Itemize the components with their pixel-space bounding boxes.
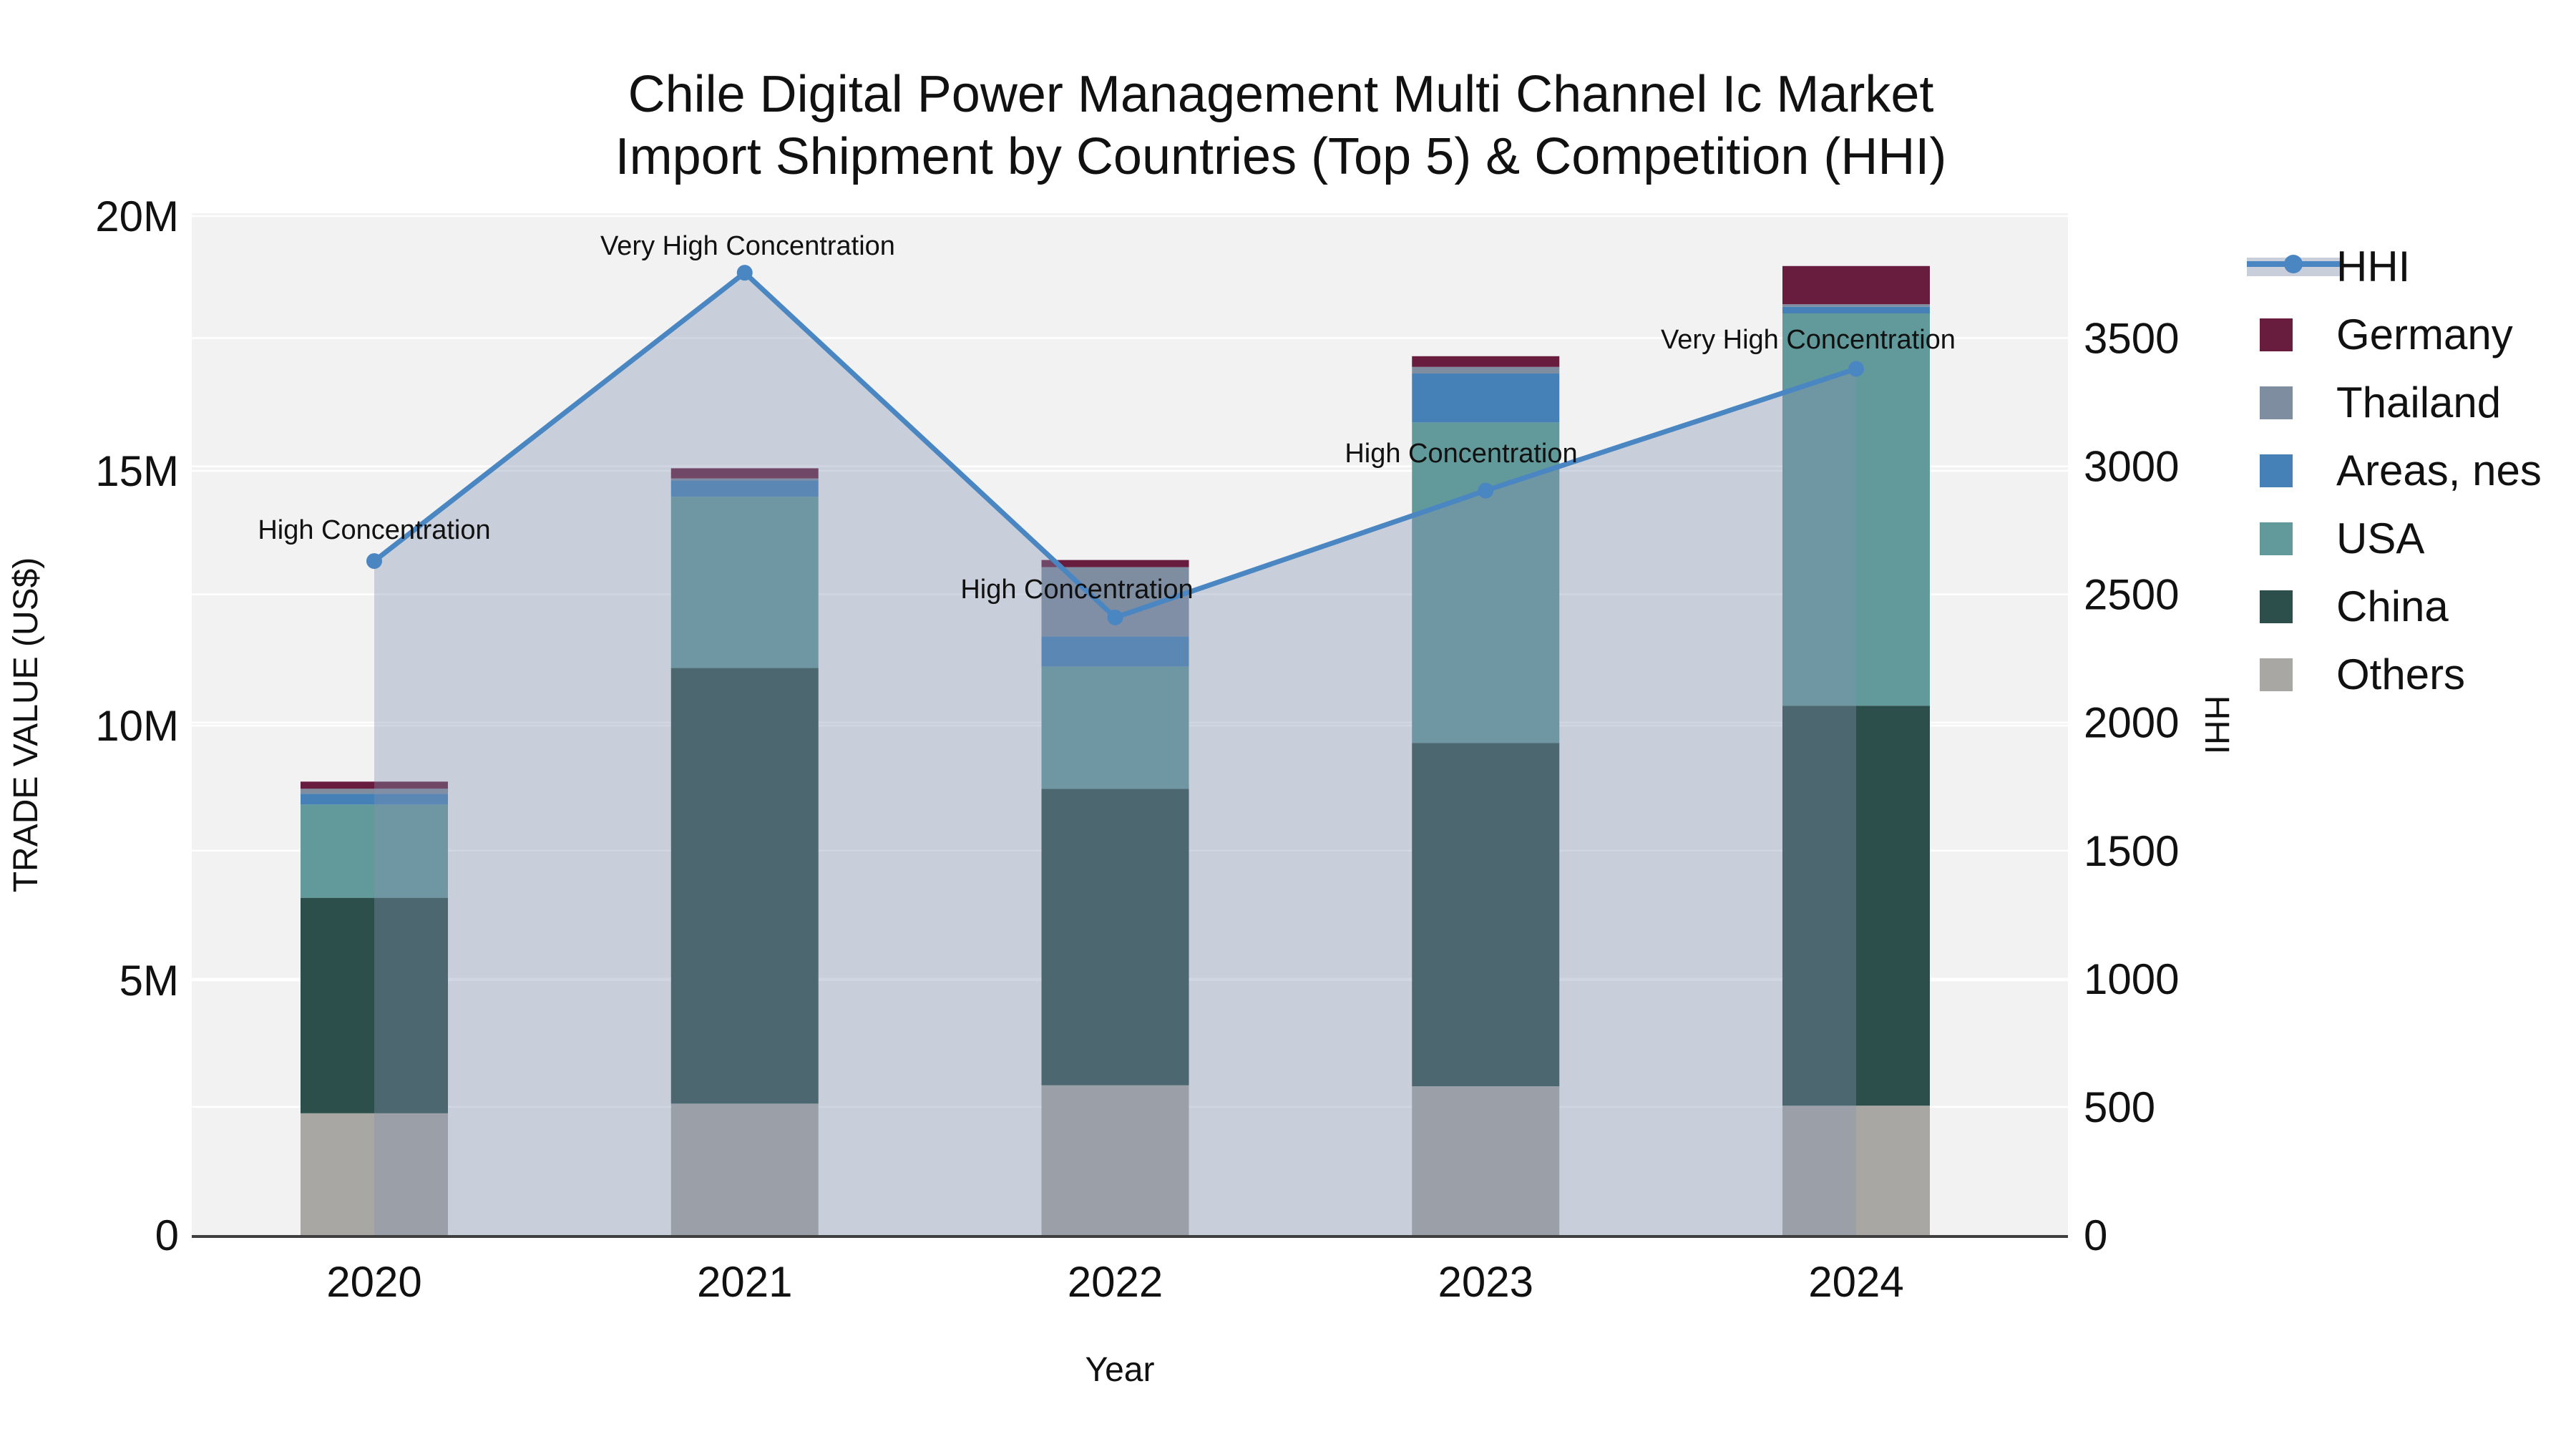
legend-label-germany: Germany [2336,311,2513,358]
bar-segment-2022-usa[interactable] [1041,666,1189,789]
legend-label-thailand: Thailand [2336,379,2501,426]
y-right-tick-500: 500 [2084,1083,2155,1131]
bar-segment-2024-others[interactable] [1782,1106,1930,1235]
annotation-2023: High Concentration [1345,439,1577,469]
y-right-tick-2000: 2000 [2084,699,2179,747]
x-axis-title: Year [1085,1351,1155,1389]
bar-segment-2024-germany[interactable] [1782,265,1930,305]
legend-item-thailand[interactable]: Thailand [2260,379,2501,426]
legend-item-hhi[interactable]: HHI [2247,243,2410,291]
legend-label-usa: USA [2336,514,2424,562]
bar-segment-2020-others[interactable] [301,1113,448,1235]
y-right-tick-3000: 3000 [2084,443,2179,491]
legend-item-others[interactable]: Others [2260,650,2465,698]
legend-label-china: China [2336,582,2449,630]
hhi-point-2021[interactable] [736,265,753,281]
y-right-tick-0: 0 [2084,1211,2107,1259]
y-left-tick-20M: 20M [95,192,179,240]
bar-segment-2020-germany[interactable] [301,781,448,789]
hhi-area-fill [374,273,1856,1235]
x-tick-2023: 2023 [1438,1258,1533,1306]
y-left-tick-15M: 15M [95,447,179,495]
legend-hhi-marker-icon [2284,255,2303,273]
bar-segment-2021-usa[interactable] [670,497,819,668]
legend-item-usa[interactable]: USA [2260,514,2424,562]
hhi-point-2024[interactable] [1848,361,1864,377]
y-right-tick-1000: 1000 [2084,955,2179,1003]
bar-segment-2023-thailand[interactable] [1412,366,1560,374]
y-right-axis-title: HHI [2197,696,2235,755]
chart-title-line1: Chile Digital Power Management Multi Cha… [628,66,1934,123]
bar-segment-2023-china[interactable] [1412,743,1560,1087]
x-tick-2021: 2021 [697,1258,792,1306]
y-left-tick-5M: 5M [119,957,179,1005]
hhi-point-2022[interactable] [1107,609,1123,625]
x-tick-2024: 2024 [1808,1258,1903,1306]
bar-segment-2020-areas--nes[interactable] [301,794,448,805]
annotation-2024: Very High Concentration [1661,325,1956,355]
legend-swatch-others-icon [2260,658,2293,691]
bar-segment-2024-china[interactable] [1782,706,1930,1106]
legend-item-china[interactable]: China [2260,582,2449,630]
bar-segment-2022-areas--nes[interactable] [1041,636,1189,667]
bar-segment-2023-others[interactable] [1412,1086,1560,1235]
bar-segment-2023-germany[interactable] [1412,356,1560,367]
legend-item-germany[interactable]: Germany [2260,311,2513,358]
annotation-2021: Very High Concentration [600,231,895,261]
bar-segment-2021-others[interactable] [670,1103,819,1235]
legend-label-hhi: HHI [2336,243,2410,291]
bar-segment-2021-china[interactable] [670,668,819,1104]
x-tick-2022: 2022 [1068,1258,1163,1306]
y-left-axis-title: TRADE VALUE (US$) [7,557,45,893]
bar-segment-2021-germany[interactable] [670,468,819,479]
bar-segment-2024-usa[interactable] [1782,313,1930,706]
bar-segment-2020-thailand[interactable] [301,789,448,794]
y-right-tick-2500: 2500 [2084,571,2179,619]
chart-title-line2: Import Shipment by Countries (Top 5) & C… [615,128,1947,185]
bar-segment-2020-usa[interactable] [301,804,448,898]
x-tick-2020: 2020 [326,1258,421,1306]
bar-segment-2021-thailand[interactable] [670,478,819,481]
annotation-2022: High Concentration [960,575,1193,605]
bar-segment-2021-areas--nes[interactable] [670,480,819,497]
bar-segment-2022-china[interactable] [1041,789,1189,1085]
y-right-tick-3500: 3500 [2084,315,2179,363]
hhi-point-2020[interactable] [366,553,382,570]
legend-swatch-germany-icon [2260,318,2293,351]
bar-segment-2023-areas--nes[interactable] [1412,374,1560,423]
bar-segment-2020-china[interactable] [301,897,448,1113]
y-left-tick-0: 0 [155,1211,179,1259]
legend-label-others: Others [2336,650,2465,698]
bar-segment-2024-areas--nes[interactable] [1782,306,1930,313]
bar-segment-2022-germany[interactable] [1041,560,1189,567]
annotation-2020: High Concentration [258,515,490,545]
bar-segment-2022-others[interactable] [1041,1085,1189,1235]
legend-swatch-usa-icon [2260,522,2293,555]
y-right-tick-1500: 1500 [2084,827,2179,875]
hhi-point-2023[interactable] [1478,482,1494,499]
legend-label-areas--nes: Areas, nes [2336,447,2542,494]
legend-swatch-thailand-icon [2260,386,2293,419]
y-left-tick-10M: 10M [95,702,179,750]
legend-item-areas--nes[interactable]: Areas, nes [2260,447,2542,494]
legend-swatch-areas--nes-icon [2260,454,2293,487]
legend-swatch-china-icon [2260,590,2293,623]
bar-segment-2024-thailand[interactable] [1782,304,1930,307]
